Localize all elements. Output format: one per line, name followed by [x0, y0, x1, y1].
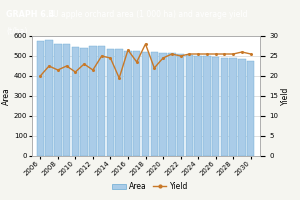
Text: (t/ha): (t/ha)	[6, 27, 27, 36]
Bar	[159, 53, 167, 156]
Bar	[133, 51, 140, 156]
Bar	[203, 56, 211, 156]
Bar	[124, 51, 132, 156]
Bar	[230, 58, 237, 156]
Bar	[142, 52, 149, 156]
Bar	[54, 44, 62, 156]
Bar	[212, 57, 219, 156]
Y-axis label: Yield: Yield	[281, 87, 290, 105]
Bar	[116, 49, 123, 156]
Bar	[247, 61, 254, 156]
Y-axis label: Area: Area	[2, 87, 11, 105]
Bar	[89, 46, 97, 156]
Bar	[37, 41, 44, 156]
Bar	[194, 56, 202, 156]
Bar	[168, 53, 176, 156]
Bar	[177, 54, 184, 156]
Bar	[98, 46, 105, 156]
Bar	[80, 48, 88, 156]
Text: EU apple orchard area (1 000 ha) and average yield: EU apple orchard area (1 000 ha) and ave…	[46, 10, 248, 19]
Bar	[186, 55, 193, 156]
Text: GRAPH 6.4: GRAPH 6.4	[6, 10, 54, 19]
Bar	[221, 58, 228, 156]
Bar	[45, 40, 53, 156]
Legend: Area, Yield: Area, Yield	[109, 179, 191, 194]
Bar	[72, 47, 79, 156]
Bar	[238, 59, 246, 156]
Bar	[151, 52, 158, 156]
Bar	[63, 44, 70, 156]
Bar	[107, 49, 114, 156]
